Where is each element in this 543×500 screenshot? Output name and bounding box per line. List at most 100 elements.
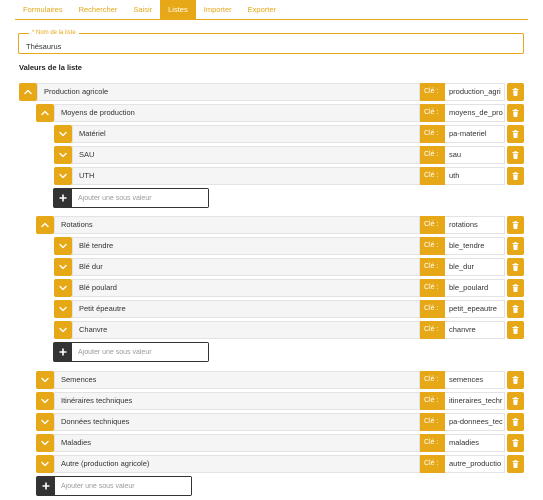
add-sub-value-button[interactable]	[54, 189, 72, 207]
key-input[interactable]: pa-donnees_tec	[445, 413, 505, 431]
delete-button[interactable]	[507, 258, 524, 276]
delete-button[interactable]	[507, 413, 524, 431]
value-label[interactable]: Blé dur	[72, 258, 420, 276]
chevron-down-icon	[41, 440, 49, 446]
key-input[interactable]: production_agri	[445, 83, 505, 101]
trash-icon	[512, 305, 519, 313]
key-input[interactable]: maladies	[445, 434, 505, 452]
list-value-row: Données techniques Clé : pa-donnees_tec	[36, 413, 524, 431]
value-label[interactable]: UTH	[72, 167, 420, 185]
key-input[interactable]: petit_epeautre	[445, 300, 505, 318]
expand-button[interactable]	[54, 125, 72, 143]
key-input[interactable]: ble_tendre	[445, 237, 505, 255]
add-sub-value-input[interactable]	[55, 477, 191, 495]
value-label[interactable]: Semences	[54, 371, 420, 389]
tab-formulaires[interactable]: Formulaires	[23, 5, 63, 14]
key-input[interactable]: itineraires_techr	[445, 392, 505, 410]
expand-button[interactable]	[54, 167, 72, 185]
value-label[interactable]: Chanvre	[72, 321, 420, 339]
value-label[interactable]: Petit épeautre	[72, 300, 420, 318]
delete-button[interactable]	[507, 146, 524, 164]
key-label: Clé :	[420, 146, 445, 164]
key-label: Clé :	[420, 371, 445, 389]
value-label[interactable]: Données techniques	[54, 413, 420, 431]
key-label: Clé :	[420, 413, 445, 431]
delete-button[interactable]	[507, 371, 524, 389]
tab-importer[interactable]: Importer	[203, 5, 232, 14]
value-label[interactable]: Moyens de production	[54, 104, 420, 122]
tab-exporter[interactable]: Exporter	[247, 5, 277, 14]
value-label[interactable]: Matériel	[72, 125, 420, 143]
key-label: Clé :	[420, 83, 445, 101]
list-name-input[interactable]	[19, 34, 523, 53]
key-input[interactable]: rotations	[445, 216, 505, 234]
expand-button[interactable]	[54, 279, 72, 297]
expand-button[interactable]	[36, 371, 54, 389]
key-input[interactable]: pa-materiel	[445, 125, 505, 143]
chevron-down-icon	[41, 398, 49, 404]
add-sub-value-input[interactable]	[72, 343, 208, 361]
delete-button[interactable]	[507, 167, 524, 185]
key-input[interactable]: ble_poulard	[445, 279, 505, 297]
expand-button[interactable]	[54, 258, 72, 276]
value-label[interactable]: Blé poulard	[72, 279, 420, 297]
add-sub-value-button[interactable]	[54, 343, 72, 361]
delete-button[interactable]	[507, 434, 524, 452]
delete-button[interactable]	[507, 125, 524, 143]
list-value-row: Autre (production agricole) Clé : autre_…	[36, 455, 524, 473]
tab-listes[interactable]: Listes	[160, 0, 196, 19]
expand-button[interactable]	[36, 434, 54, 452]
chevron-down-icon	[41, 377, 49, 383]
expand-button[interactable]	[54, 321, 72, 339]
chevron-down-icon	[59, 131, 67, 137]
delete-button[interactable]	[507, 321, 524, 339]
trash-icon	[512, 109, 519, 117]
tab-saisir[interactable]: Saisir	[133, 5, 153, 14]
collapse-button[interactable]	[36, 104, 54, 122]
add-sub-value	[36, 476, 192, 496]
value-label[interactable]: Maladies	[54, 434, 420, 452]
trash-icon	[512, 263, 519, 271]
delete-button[interactable]	[507, 392, 524, 410]
value-label[interactable]: Production agricole	[37, 83, 420, 101]
trash-icon	[512, 326, 519, 334]
delete-button[interactable]	[507, 279, 524, 297]
chevron-down-icon	[59, 264, 67, 270]
key-input[interactable]: ble_dur	[445, 258, 505, 276]
expand-button[interactable]	[54, 300, 72, 318]
trash-icon	[512, 376, 519, 384]
key-input[interactable]: moyens_de_pro	[445, 104, 505, 122]
delete-button[interactable]	[507, 83, 524, 101]
list-value-row: Blé dur Clé : ble_dur	[54, 258, 524, 276]
key-input[interactable]: autre_productio	[445, 455, 505, 473]
delete-button[interactable]	[507, 300, 524, 318]
add-sub-value-button[interactable]	[37, 477, 55, 495]
chevron-down-icon	[59, 152, 67, 158]
value-label[interactable]: Blé tendre	[72, 237, 420, 255]
expand-button[interactable]	[36, 392, 54, 410]
add-sub-value-input[interactable]	[72, 189, 208, 207]
collapse-button[interactable]	[19, 83, 37, 101]
value-label[interactable]: Itinéraires techniques	[54, 392, 420, 410]
delete-button[interactable]	[507, 455, 524, 473]
key-input[interactable]: chanvre	[445, 321, 505, 339]
expand-button[interactable]	[36, 413, 54, 431]
key-input[interactable]: semences	[445, 371, 505, 389]
collapse-button[interactable]	[36, 216, 54, 234]
value-label[interactable]: Autre (production agricole)	[54, 455, 420, 473]
expand-button[interactable]	[54, 146, 72, 164]
key-label: Clé :	[420, 321, 445, 339]
expand-button[interactable]	[54, 237, 72, 255]
expand-button[interactable]	[36, 455, 54, 473]
list-value-row: Blé poulard Clé : ble_poulard	[54, 279, 524, 297]
value-label[interactable]: Rotations	[54, 216, 420, 234]
delete-button[interactable]	[507, 216, 524, 234]
list-value-row: Semences Clé : semences	[36, 371, 524, 389]
tab-rechercher[interactable]: Rechercher	[78, 5, 118, 14]
delete-button[interactable]	[507, 104, 524, 122]
key-input[interactable]: sau	[445, 146, 505, 164]
delete-button[interactable]	[507, 237, 524, 255]
list-value-row: SAU Clé : sau	[54, 146, 524, 164]
value-label[interactable]: SAU	[72, 146, 420, 164]
key-input[interactable]: uth	[445, 167, 505, 185]
